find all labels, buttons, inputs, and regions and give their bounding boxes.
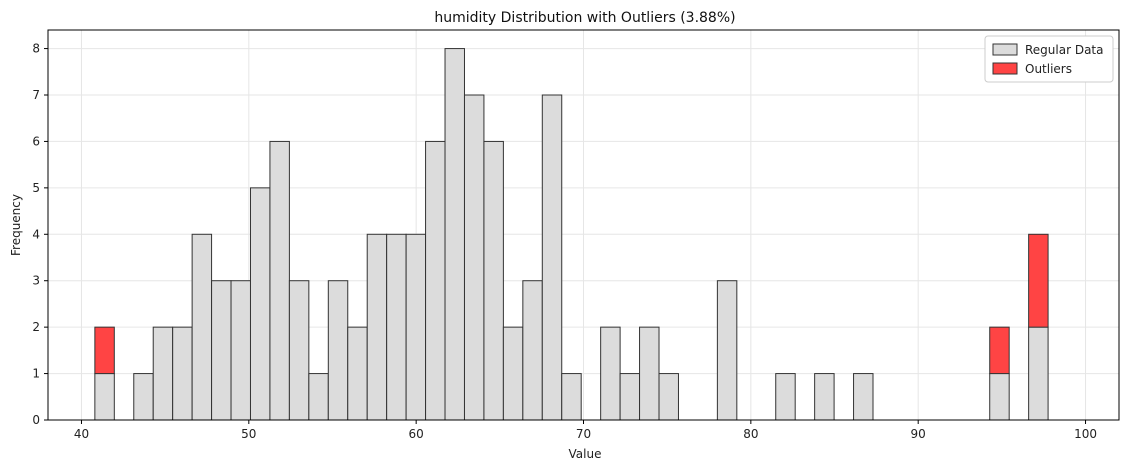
regular-data-bar: [619, 373, 641, 421]
regular-data-bar: [522, 280, 543, 421]
regular-data-bar: [989, 373, 1010, 421]
regular-data-bar: [405, 233, 427, 421]
y-tick-label: 4: [32, 227, 40, 241]
regular-data-bar: [775, 373, 796, 421]
y-tick-label: 8: [32, 42, 40, 56]
regular-data-bar: [249, 187, 271, 421]
legend-swatch: [992, 62, 1018, 75]
x-tick-label: 90: [911, 427, 926, 441]
regular-data-bar: [191, 233, 213, 421]
regular-data-bar: [327, 280, 349, 421]
regular-data-bar: [288, 280, 310, 421]
x-tick-label: 40: [74, 427, 89, 441]
bars: [94, 48, 1049, 421]
legend-swatch: [992, 43, 1018, 56]
y-axis-label: Frequency: [9, 194, 23, 256]
regular-data-bar: [541, 94, 563, 421]
x-axis-ticks: 40 50 60 70 80 90 100: [74, 420, 1097, 441]
regular-data-bar: [716, 280, 738, 421]
regular-data-bar: [94, 373, 115, 421]
regular-data-bar: [152, 326, 174, 421]
regular-data-bar: [211, 280, 232, 421]
regular-data-bar: [425, 140, 446, 421]
y-tick-label: 3: [32, 274, 40, 288]
x-tick-label: 50: [241, 427, 256, 441]
outlier-bar: [989, 326, 1010, 375]
x-axis-label: Value: [569, 447, 602, 461]
y-tick-label: 1: [32, 367, 40, 381]
regular-data-bar: [483, 140, 504, 421]
regular-data-bar: [347, 326, 368, 421]
regular-data-bar: [658, 373, 679, 421]
outlier-bar: [1028, 233, 1049, 328]
x-tick-label: 60: [409, 427, 424, 441]
legend: Regular Data Outliers: [984, 35, 1114, 83]
legend-label: Outliers: [1025, 62, 1072, 76]
regular-data-bar: [463, 94, 485, 421]
y-tick-label: 5: [32, 181, 40, 195]
y-tick-label: 0: [32, 413, 40, 427]
regular-data-bar: [639, 326, 660, 421]
regular-data-bar: [814, 373, 835, 421]
y-axis-ticks: 0 1 2 3 4 5 6 7 8: [32, 42, 48, 427]
y-tick-label: 6: [32, 134, 40, 148]
x-tick-label: 100: [1074, 427, 1097, 441]
x-tick-label: 80: [743, 427, 758, 441]
regular-data-bar: [133, 373, 154, 421]
regular-data-bar: [1028, 326, 1049, 421]
y-tick-label: 2: [32, 320, 40, 334]
regular-data-bar: [386, 233, 407, 421]
regular-data-bar: [269, 140, 290, 421]
regular-data-bar: [230, 280, 251, 421]
legend-label: Regular Data: [1025, 43, 1104, 57]
chart-title: humidity Distribution with Outliers (3.8…: [434, 10, 735, 26]
y-tick-label: 7: [32, 88, 40, 102]
regular-data-bar: [502, 326, 524, 421]
regular-data-bar: [444, 48, 465, 421]
regular-data-bar: [366, 233, 388, 421]
regular-data-bar: [561, 373, 582, 421]
regular-data-bar: [600, 326, 621, 421]
regular-data-bar: [172, 326, 193, 421]
regular-data-bar: [308, 373, 329, 421]
regular-data-bar: [853, 373, 874, 421]
x-tick-label: 70: [576, 427, 591, 441]
outlier-bar: [94, 326, 115, 375]
